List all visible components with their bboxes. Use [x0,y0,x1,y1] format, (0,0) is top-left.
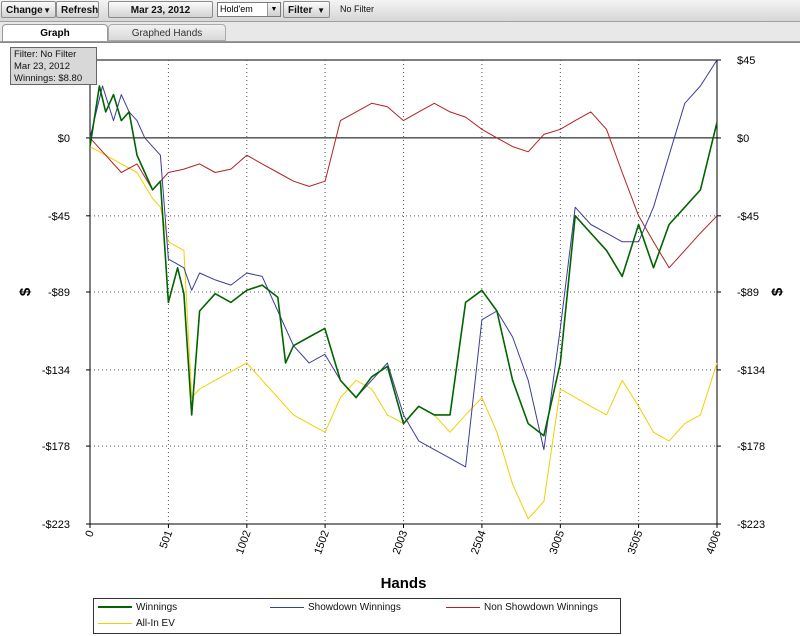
x-tick-label: 501 [158,529,176,550]
y-axis-label-left: $ [17,287,34,296]
y-tick-label-right: -$223 [737,519,765,531]
y-tick-label-right: -$89 [737,287,759,299]
x-tick-label: 2003 [391,529,411,556]
y-tick-label-left: $0 [58,133,70,145]
chevron-down-icon: ▼ [267,3,280,16]
series-line-all-in-ev [89,146,718,520]
y-tick-label-left: -$223 [42,519,70,531]
legend-label: Showdown Winnings [308,602,401,613]
legend-item-winnings: Winnings [98,602,177,613]
game-type-value: Hold'em [220,4,253,14]
y-tick-label-right: -$45 [737,211,759,223]
legend-item-showdown-winnings: Showdown Winnings [270,602,401,613]
series-line-winnings [89,85,718,437]
refresh-button[interactable]: Refresh [56,1,99,18]
info-filter: Filter: No Filter [14,49,77,60]
series-line-showdown-winnings [89,59,718,468]
x-tick-label: 0 [83,529,96,539]
x-tick-label: 4006 [704,529,724,556]
y-tick-label-left: -$89 [48,287,70,299]
legend-item-all-in-ev: All-In EV [98,618,175,629]
y-tick-label-right: -$178 [737,441,765,453]
filter-label: Filter [288,5,313,16]
info-box: Filter: No Filter Mar 23, 2012 Winnings:… [10,47,97,85]
change-button[interactable]: Change ▼ [1,1,56,18]
game-type-select[interactable]: Hold'em ▼ [217,2,281,17]
y-tick-label-right: $0 [737,133,749,145]
x-tick-label: 3505 [626,529,646,556]
chevron-down-icon: ▼ [317,6,325,15]
x-tick-label: 3005 [547,529,567,556]
legend-swatch [446,606,480,608]
tab-bar: Graph Graphed Hands [0,22,800,42]
chevron-down-icon: ▼ [43,6,51,15]
legend-item-non-showdown-winnings: Non Showdown Winnings [446,602,598,613]
y-tick-label-left: -$134 [42,365,70,377]
tab-graphed-hands[interactable]: Graphed Hands [108,24,226,41]
change-label: Change [6,5,43,16]
chart-legend: Winnings Showdown Winnings Non Showdown … [93,598,621,634]
legend-swatch [270,606,304,608]
date-button[interactable]: Mar 23, 2012 [108,1,213,18]
legend-label: Winnings [136,602,178,613]
y-tick-label-right: $45 [737,55,755,67]
info-winnings: Winnings: $8.80 [14,73,83,84]
x-axis-label: Hands [381,575,427,592]
y-axis-label-right: $ [769,287,786,296]
y-tick-label-left: -$45 [48,211,70,223]
y-tick-label-right: -$134 [737,365,765,377]
filter-status-text: No Filter [340,4,375,14]
series-line-non-showdown-winnings [89,102,718,269]
x-tick-label: 1002 [234,529,254,556]
legend-swatch [98,622,132,624]
info-date: Mar 23, 2012 [14,61,70,72]
legend-label: All-In EV [136,618,175,629]
y-tick-label-left: -$178 [42,441,70,453]
x-tick-label: 1502 [312,529,332,556]
legend-swatch [98,606,132,609]
filter-button[interactable]: Filter ▼ [283,1,330,18]
toolbar: Change ▼ Refresh Mar 23, 2012 Hold'em ▼ … [0,0,800,22]
x-tick-label: 2504 [469,529,489,556]
tab-graph[interactable]: Graph [2,24,108,41]
legend-label: Non Showdown Winnings [484,602,598,613]
